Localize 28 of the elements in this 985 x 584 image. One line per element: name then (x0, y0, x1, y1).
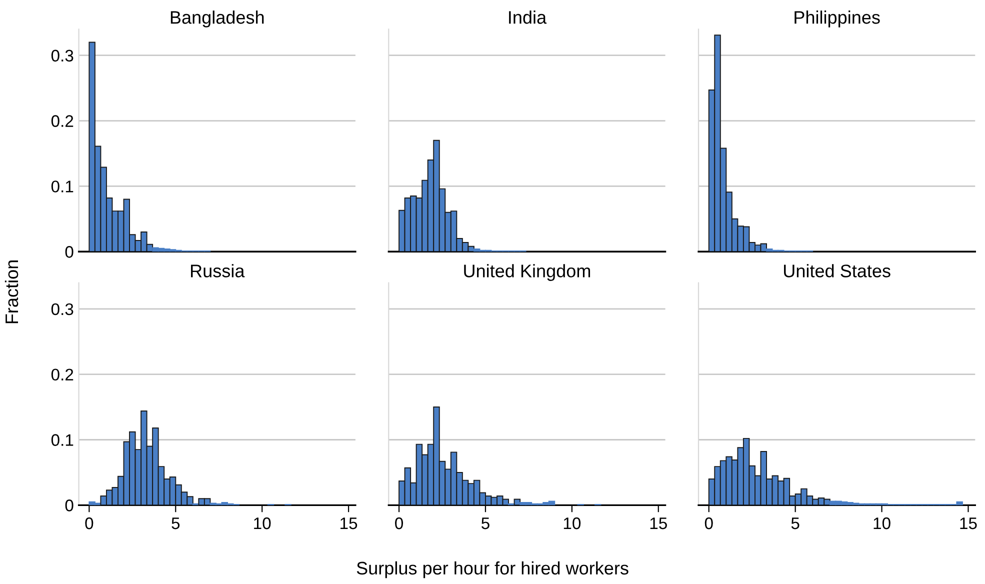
x-tick-label: 10 (564, 517, 581, 530)
chart-title: Bangladesh (170, 10, 264, 28)
x-tick-label: 10 (254, 517, 271, 530)
y-tick-label: 0 (65, 500, 74, 512)
x-axis-title: Surplus per hour for hired workers (356, 561, 628, 578)
y-tick-label: 0.2 (51, 368, 74, 381)
x-tick-label: 5 (791, 518, 800, 530)
y-tick-label: 0.3 (51, 50, 74, 62)
y-tick-label: 0.2 (51, 115, 74, 127)
y-axis-title: Fraction (4, 260, 18, 324)
chart-title: India (509, 10, 547, 24)
x-tick-label: 15 (650, 518, 667, 530)
x-tick-label: 0 (395, 517, 404, 530)
x-tick-label: 15 (340, 518, 358, 530)
chart-title: Philippines (794, 10, 880, 28)
x-tick-label: 5 (482, 518, 490, 530)
x-tick-label: 0 (704, 517, 713, 530)
y-tick-label: 0 (65, 246, 74, 258)
x-tick-label: 5 (172, 518, 180, 530)
y-tick-label: 0.3 (51, 303, 74, 316)
chart-title: Russia (191, 264, 245, 278)
chart-title: United States (784, 264, 890, 278)
x-tick-label: 10 (874, 517, 890, 530)
y-tick-label: 0.1 (51, 180, 74, 192)
x-tick-label: 15 (960, 518, 977, 530)
chart-title: United Kingdom (464, 264, 590, 281)
x-tick-label: 0 (85, 517, 94, 530)
y-tick-label: 0.1 (51, 434, 74, 446)
